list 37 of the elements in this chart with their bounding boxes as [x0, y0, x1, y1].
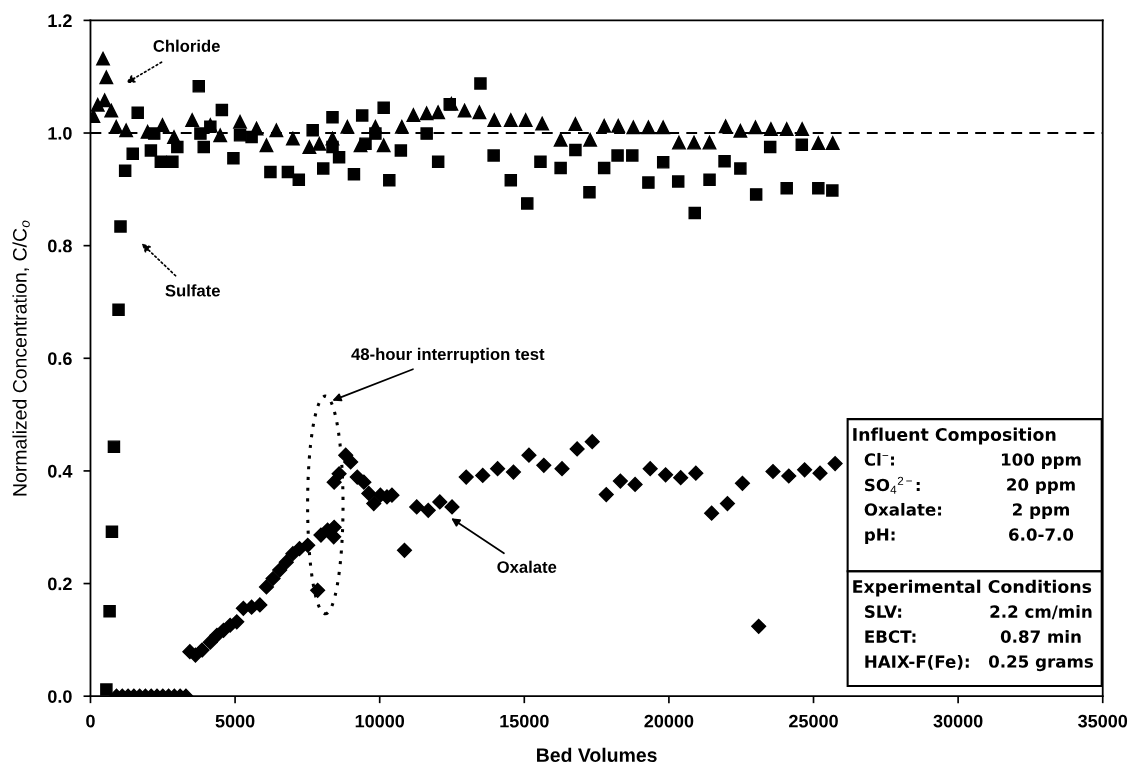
annotation: 48-hour interruption test	[351, 347, 545, 364]
annotation: Cl$^{−}$:	[864, 452, 894, 466]
annotation: EBCT:	[865, 630, 916, 643]
annotation: Influent Composition	[853, 427, 1056, 445]
annotation: HAIX-F(Fe):	[865, 655, 969, 670]
annotation: Oxalate:	[864, 502, 942, 516]
x-tick-label: 20000	[644, 714, 694, 728]
x-tick-label: 35000	[1078, 714, 1128, 728]
x-tick-label: 15000	[500, 714, 549, 728]
annotation: Chloride	[153, 39, 220, 52]
annotation: SLV:	[865, 605, 902, 618]
y-tick-label: 0.8	[48, 239, 72, 253]
y-tick-label: 0.2	[48, 577, 72, 591]
y-tick-label: 0.4	[48, 464, 73, 478]
annotation: 2.2 cm/min	[990, 605, 1092, 620]
annotation: 20 ppm	[1007, 478, 1075, 495]
annotation: 2 ppm	[1012, 503, 1069, 520]
y-tick-label: 0.0	[48, 690, 72, 703]
annotation: SO$_{4}$$^{2−}$:	[865, 476, 920, 494]
x-tick-label: 10000	[355, 714, 405, 728]
annotation: Sulfate	[165, 284, 220, 297]
x-tick-label: 5000	[215, 714, 255, 728]
annotation: 6.0-7.0	[1009, 528, 1074, 541]
x-axis-title: Bed Volumes	[537, 747, 657, 763]
y-tick-label: 1.0	[48, 126, 72, 140]
x-tick-label: 0	[86, 714, 95, 728]
x-tick-label: 30000	[933, 714, 983, 728]
annotation: 0.25 grams	[988, 655, 1093, 672]
annotation: 0.87 min	[1000, 630, 1081, 643]
y-tick-label: 1.2	[48, 14, 72, 27]
annotation: Experimental Conditions	[853, 579, 1092, 597]
annotation: 100 ppm	[1001, 453, 1081, 470]
y-axis-title: Normalized Concentration, C/C$_{o}$	[12, 220, 30, 496]
y-tick-label: 0.6	[48, 352, 72, 366]
x-tick-label: 25000	[789, 714, 838, 728]
annotation: Oxalate	[497, 560, 557, 573]
annotation: pH:	[865, 528, 895, 545]
